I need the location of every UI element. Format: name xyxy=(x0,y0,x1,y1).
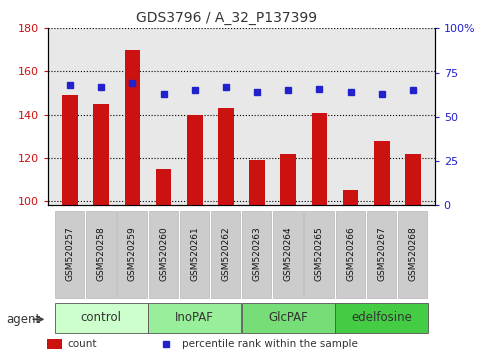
Bar xyxy=(117,211,147,298)
Text: GDS3796 / A_32_P137399: GDS3796 / A_32_P137399 xyxy=(137,11,318,25)
Bar xyxy=(156,169,171,205)
Text: GSM520261: GSM520261 xyxy=(190,227,199,281)
Bar xyxy=(94,104,109,205)
Bar xyxy=(273,211,302,298)
Bar xyxy=(336,211,365,298)
Bar xyxy=(211,211,240,298)
Text: GSM520265: GSM520265 xyxy=(315,227,324,281)
Bar xyxy=(335,303,428,333)
Bar xyxy=(249,160,265,205)
Bar xyxy=(125,50,140,205)
Text: agent: agent xyxy=(6,313,40,326)
Text: GSM520260: GSM520260 xyxy=(159,227,168,281)
Text: GSM520258: GSM520258 xyxy=(97,227,106,281)
Bar xyxy=(304,211,334,298)
Text: GSM520262: GSM520262 xyxy=(221,227,230,281)
Text: GlcPAF: GlcPAF xyxy=(269,310,308,324)
Bar xyxy=(47,339,62,349)
Text: GSM520267: GSM520267 xyxy=(377,227,386,281)
Bar xyxy=(180,211,209,298)
Bar xyxy=(149,211,178,298)
Text: edelfosine: edelfosine xyxy=(351,310,412,324)
Bar xyxy=(148,303,241,333)
Bar xyxy=(281,154,296,205)
Text: GSM520266: GSM520266 xyxy=(346,227,355,281)
Bar xyxy=(343,190,358,205)
Text: control: control xyxy=(81,310,122,324)
Text: GSM520268: GSM520268 xyxy=(409,227,417,281)
Bar xyxy=(242,211,271,298)
Bar xyxy=(374,141,389,205)
Bar xyxy=(86,211,115,298)
Bar xyxy=(312,113,327,205)
Bar xyxy=(218,108,234,205)
Bar xyxy=(405,154,421,205)
Bar xyxy=(367,211,396,298)
Bar xyxy=(242,303,335,333)
Text: GSM520257: GSM520257 xyxy=(66,227,74,281)
Bar xyxy=(55,211,85,298)
Text: percentile rank within the sample: percentile rank within the sample xyxy=(182,339,358,349)
Text: count: count xyxy=(68,339,97,349)
Text: GSM520259: GSM520259 xyxy=(128,227,137,281)
Bar xyxy=(55,303,148,333)
Bar xyxy=(62,95,78,205)
Text: GSM520263: GSM520263 xyxy=(253,227,262,281)
Text: InoPAF: InoPAF xyxy=(175,310,214,324)
Bar xyxy=(398,211,427,298)
Text: GSM520264: GSM520264 xyxy=(284,227,293,281)
Bar xyxy=(187,115,202,205)
